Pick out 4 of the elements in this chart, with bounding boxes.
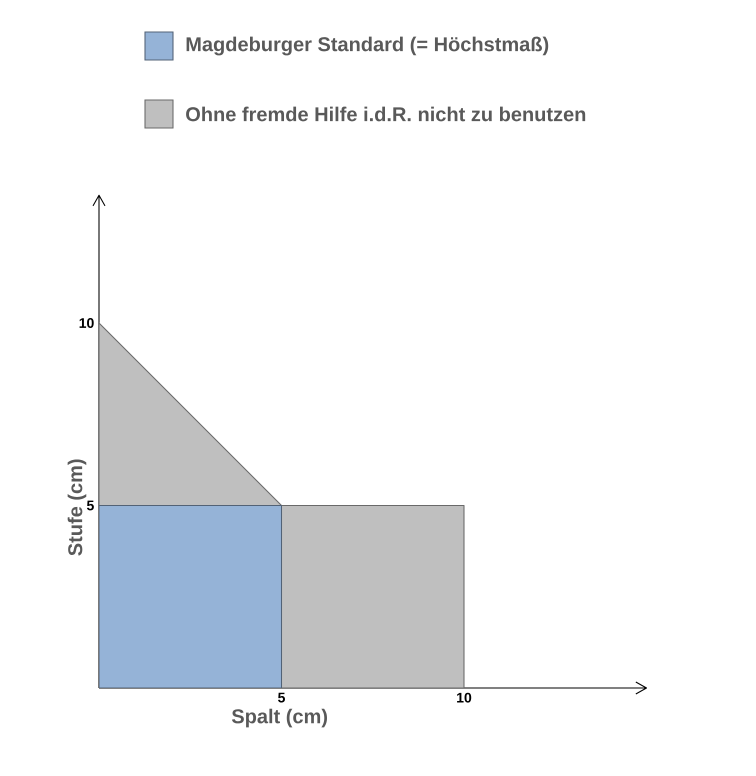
legend-label: Magdeburger Standard (= Höchstmaß)	[186, 36, 548, 56]
legend-label: Ohne fremde Hilfe i.d.R. nicht zu benutzen	[186, 106, 586, 122]
y-axis-title: Stufe (cm)	[68, 459, 86, 556]
x-axis-title: Spalt (cm)	[232, 708, 327, 728]
